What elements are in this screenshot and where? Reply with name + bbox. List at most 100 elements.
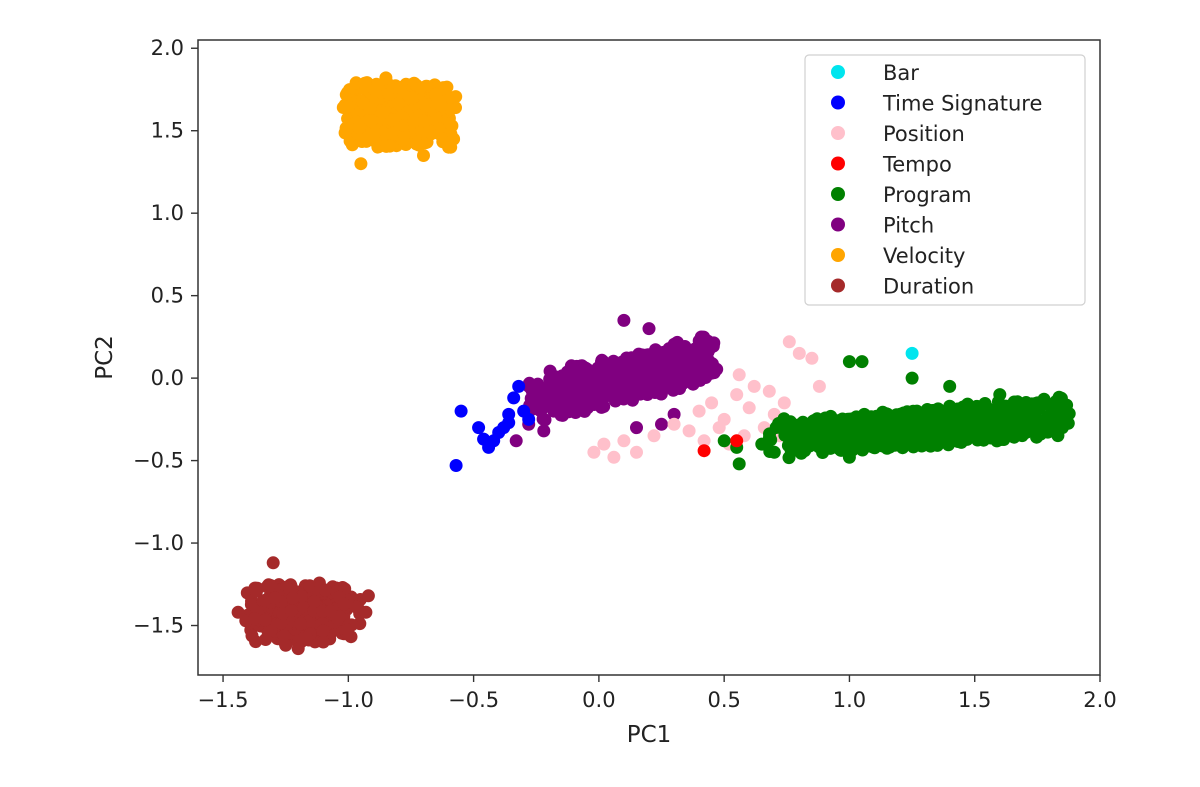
legend-marker xyxy=(831,156,845,171)
data-point xyxy=(492,426,506,439)
data-point xyxy=(777,396,791,410)
data-point xyxy=(590,373,604,387)
legend-marker xyxy=(831,95,845,110)
data-point xyxy=(286,591,300,605)
legend-item-bar: Bar xyxy=(831,61,919,85)
legend-marker xyxy=(831,65,845,79)
x-tick-label: 0.5 xyxy=(707,688,740,712)
data-point xyxy=(472,421,486,435)
data-point xyxy=(960,412,974,426)
data-point xyxy=(855,355,869,369)
data-point xyxy=(617,313,631,327)
data-point xyxy=(842,355,856,369)
data-point xyxy=(742,401,756,415)
series-velocity xyxy=(336,71,463,171)
data-point xyxy=(811,427,825,441)
data-point xyxy=(274,616,288,630)
data-point xyxy=(359,605,373,619)
data-point xyxy=(352,121,366,135)
data-point xyxy=(663,354,677,368)
data-point xyxy=(354,157,368,171)
data-point xyxy=(942,413,956,427)
data-point xyxy=(767,445,781,459)
legend-label: Tempo xyxy=(882,153,952,177)
data-point xyxy=(781,439,795,452)
data-point xyxy=(393,80,407,94)
data-point xyxy=(509,434,523,448)
data-point xyxy=(1058,407,1072,421)
data-point xyxy=(573,399,587,412)
data-point xyxy=(788,425,802,439)
data-point xyxy=(1043,424,1057,438)
data-point xyxy=(717,434,731,448)
data-point xyxy=(877,432,891,446)
data-point xyxy=(636,349,650,363)
data-point xyxy=(410,137,423,151)
data-point xyxy=(667,338,681,352)
data-point xyxy=(647,429,661,443)
ticks-layer: −1.5 −1.0 −0.5 0.0 0.5 1.0 1.5 2.0 2.0 1.5 1.0 0.5 0… xyxy=(133,36,1117,712)
y-tick-label: 2.0 xyxy=(151,36,184,60)
data-point xyxy=(546,394,560,408)
data-point xyxy=(901,422,915,436)
data-point xyxy=(316,624,330,638)
legend-label: Duration xyxy=(883,275,974,299)
series-duration xyxy=(231,556,375,656)
data-point xyxy=(812,379,826,393)
data-point xyxy=(805,351,819,365)
legend-label: Program xyxy=(883,183,972,207)
data-point xyxy=(454,404,468,418)
data-point xyxy=(747,379,761,393)
y-tick-label: 1.0 xyxy=(151,201,184,225)
data-point xyxy=(376,106,390,119)
data-point xyxy=(649,343,662,357)
data-point xyxy=(983,422,997,436)
y-tick-label: 0.0 xyxy=(151,366,184,390)
data-point xyxy=(607,450,621,464)
data-point xyxy=(656,369,670,383)
data-point xyxy=(447,132,461,146)
data-point xyxy=(697,444,711,458)
data-point xyxy=(732,457,746,471)
data-point xyxy=(1012,414,1026,428)
data-point xyxy=(697,434,711,448)
x-tick-label: −1.0 xyxy=(323,688,374,712)
data-point xyxy=(316,635,330,649)
data-point xyxy=(318,583,332,597)
legend-item-tempo: Tempo xyxy=(831,153,952,177)
data-point xyxy=(705,396,719,410)
data-point xyxy=(859,414,873,428)
data-point xyxy=(798,430,812,444)
data-point xyxy=(792,346,806,360)
y-tick-label: −1.5 xyxy=(133,614,184,638)
legend-label: Position xyxy=(883,122,965,146)
data-point xyxy=(502,416,516,430)
data-point xyxy=(543,372,557,386)
data-point xyxy=(300,631,314,645)
data-point xyxy=(402,91,416,105)
x-tick-label: 2.0 xyxy=(1083,688,1116,712)
data-point xyxy=(258,593,272,607)
data-point xyxy=(762,384,776,398)
legend-box xyxy=(804,54,1086,306)
data-point xyxy=(642,322,656,336)
legend-label: Pitch xyxy=(883,214,934,238)
data-point xyxy=(630,445,643,459)
data-point xyxy=(534,400,548,414)
data-point xyxy=(682,424,696,438)
series-time-signature xyxy=(449,379,536,472)
data-point xyxy=(847,440,861,453)
data-point xyxy=(297,601,310,615)
data-point xyxy=(597,437,611,451)
x-tick-label: 1.5 xyxy=(958,688,991,712)
data-point xyxy=(928,416,942,429)
data-point xyxy=(284,604,298,618)
points-layer xyxy=(231,71,1076,656)
data-point xyxy=(291,642,305,656)
legend-marker xyxy=(831,187,845,201)
data-point xyxy=(337,597,351,611)
y-axis-label: PC2 xyxy=(92,335,118,380)
data-point xyxy=(338,126,352,140)
data-point xyxy=(434,99,448,113)
